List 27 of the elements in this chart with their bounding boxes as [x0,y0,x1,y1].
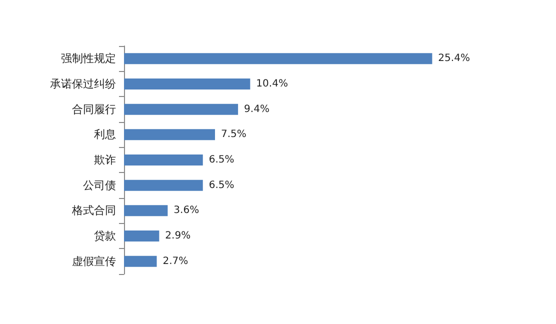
bar [124,230,160,242]
data-label: 2.7% [162,256,188,267]
y-tick-label: 虚假宣传 [72,254,116,268]
data-label: 25.4% [438,53,470,64]
y-tick-label: 利息 [94,128,116,142]
bar [124,104,238,115]
data-label: 7.5% [221,129,246,140]
bar [124,78,250,90]
data-label: 6.5% [208,154,234,166]
data-label: 3.6% [174,205,200,216]
bar [124,205,168,216]
bar [124,256,157,267]
y-tick-label: 强制性规定 [61,52,116,66]
y-tick-label: 欺诈 [94,154,116,166]
bar [124,129,215,140]
bar [124,180,203,191]
bar [124,53,432,64]
y-tick-label: 合同履行 [72,102,116,116]
y-tick-label: 公司债 [83,178,116,192]
data-label: 2.9% [165,230,191,242]
y-tick-label: 贷款 [94,230,116,242]
data-label: 10.4% [256,78,288,90]
data-label: 9.4% [244,104,270,115]
y-tick-label: 承诺保过纠纷 [50,78,116,90]
y-tick-label: 格式合同 [71,204,116,218]
data-label: 6.5% [208,180,234,191]
bar [124,154,203,166]
